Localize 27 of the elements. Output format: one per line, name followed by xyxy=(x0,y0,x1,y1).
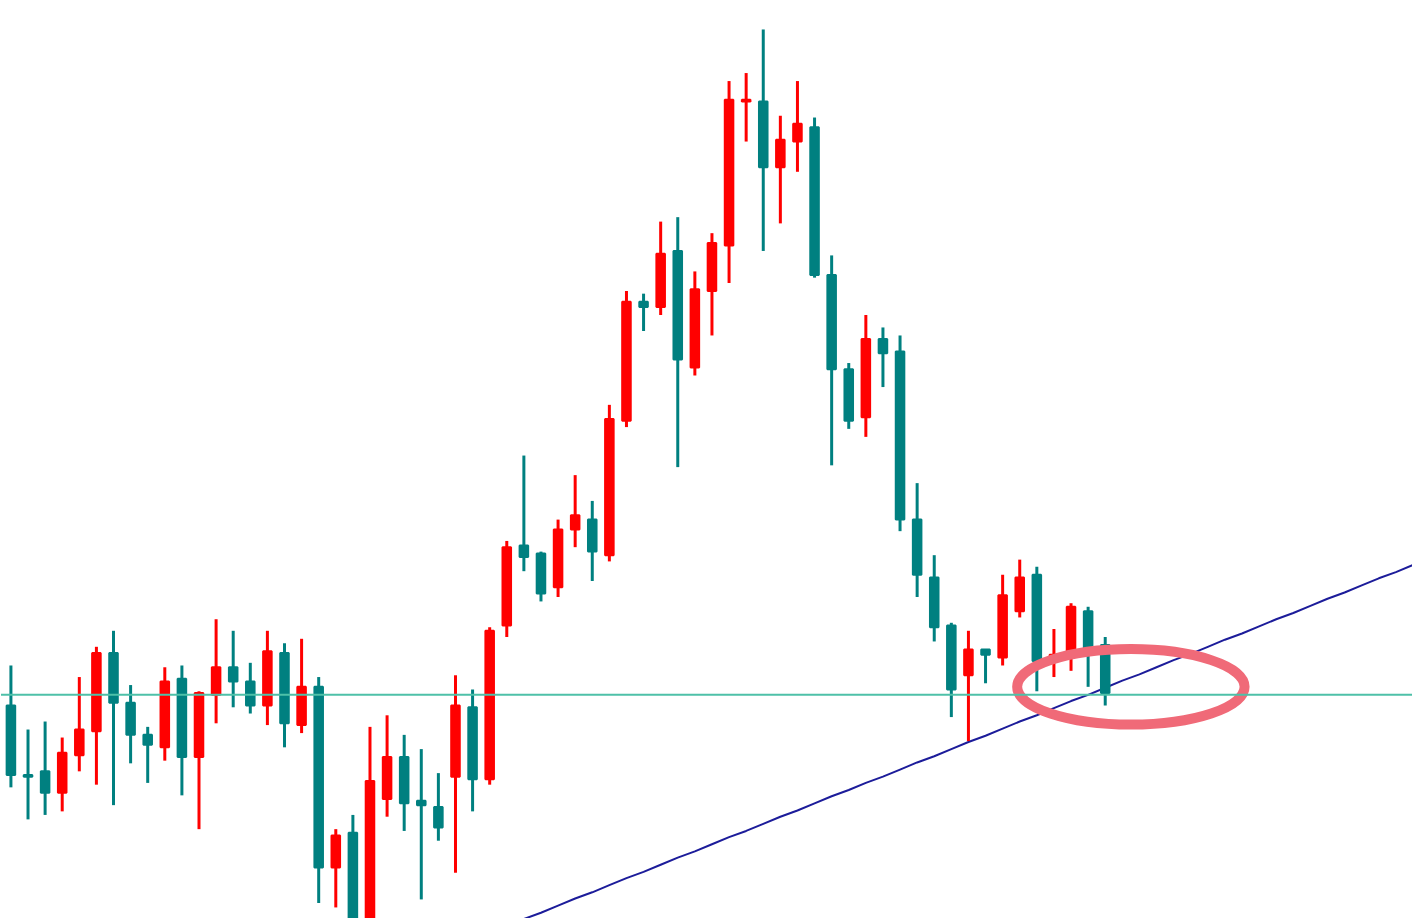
candlestick xyxy=(142,725,153,785)
candlestick xyxy=(535,550,547,603)
candlestick xyxy=(330,827,342,909)
candlestick xyxy=(963,629,974,743)
candlestick xyxy=(245,661,256,716)
candlestick xyxy=(638,292,649,333)
candlestick xyxy=(398,733,410,833)
candlestick xyxy=(296,637,307,735)
candlestick xyxy=(792,79,803,174)
candlestick xyxy=(980,647,991,685)
candlestick xyxy=(569,473,581,549)
candlestick xyxy=(775,114,786,225)
candlestick xyxy=(210,617,222,725)
candlestick xyxy=(433,771,444,843)
candlestick xyxy=(586,499,598,583)
candlestick xyxy=(39,720,51,817)
candlestick xyxy=(1014,558,1026,619)
candlestick xyxy=(740,71,752,144)
candlestick xyxy=(877,325,889,389)
candlestick xyxy=(22,728,34,821)
candlestick xyxy=(74,675,85,773)
candlestick xyxy=(381,713,393,819)
candlestick xyxy=(227,629,239,709)
candlestick xyxy=(56,736,68,813)
candlestick xyxy=(125,683,136,765)
candlestick xyxy=(518,454,530,573)
candlestick xyxy=(416,747,427,901)
